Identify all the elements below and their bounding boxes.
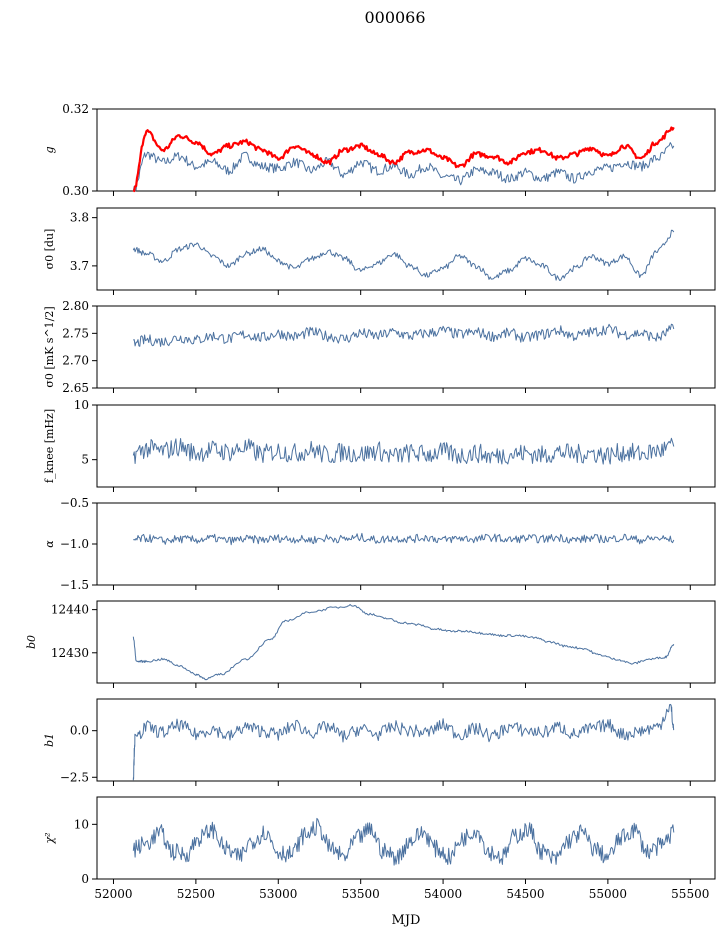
axes-frame-8 xyxy=(96,796,716,880)
axes-frame-4 xyxy=(96,404,716,488)
x-tick-label: 53500 xyxy=(342,887,380,901)
y-tick-label: 2.65 xyxy=(62,381,89,395)
series-line-4-1 xyxy=(132,437,675,465)
y-axis-label: χ² xyxy=(43,832,56,844)
y-tick-label: 12440 xyxy=(51,603,89,617)
y-tick-label: 10 xyxy=(74,817,89,831)
y-axis-label: f_knee [mHz] xyxy=(43,409,56,483)
series-line-7-1 xyxy=(132,703,675,781)
x-axis-label: MJD xyxy=(392,913,421,928)
axes-frame-3 xyxy=(96,305,716,389)
y-axis-label: b1 xyxy=(43,733,56,747)
axes-frame-5 xyxy=(96,502,716,586)
axes-frame-2 xyxy=(96,207,716,291)
y-tick-label: 2.80 xyxy=(62,299,89,313)
y-tick-label: 3.7 xyxy=(70,259,89,273)
series-line-1-2 xyxy=(132,126,675,193)
x-tick-label: 55000 xyxy=(589,887,627,901)
y-axis-label: σ0 [du] xyxy=(43,229,56,270)
y-axis-label: σ0 [mK s^1/2] xyxy=(43,306,56,387)
series-line-5-1 xyxy=(133,532,675,546)
y-axis-label: b0 xyxy=(25,635,38,649)
series-line-1-1 xyxy=(132,142,675,192)
series-line-3-1 xyxy=(133,323,675,347)
figure-title: 000066 xyxy=(364,8,426,27)
axes-frame-6 xyxy=(96,600,716,684)
y-axis-label: g xyxy=(43,146,56,153)
x-tick-label: 54500 xyxy=(506,887,544,901)
series-line-2-1 xyxy=(132,229,675,281)
x-tick-label: 52000 xyxy=(94,887,132,901)
series-line-6-1 xyxy=(132,604,675,681)
axes-frame-1 xyxy=(96,108,716,192)
x-tick-label: 54000 xyxy=(424,887,462,901)
y-tick-label: 12430 xyxy=(51,646,89,660)
y-tick-label: 0.0 xyxy=(70,724,89,738)
y-tick-label: 2.75 xyxy=(62,326,89,340)
series-line-8-1 xyxy=(132,817,675,866)
y-tick-label: 10 xyxy=(74,398,89,412)
y-tick-label: −2.5 xyxy=(60,770,89,784)
y-tick-label: −1.0 xyxy=(60,537,89,551)
x-tick-label: 55500 xyxy=(671,887,709,901)
y-tick-label: 2.70 xyxy=(62,354,89,368)
axes-frame-7 xyxy=(96,698,716,782)
y-tick-label: −1.5 xyxy=(60,578,89,592)
x-tick-label: 52500 xyxy=(177,887,215,901)
y-tick-label: −0.5 xyxy=(60,496,89,510)
y-tick-label: 5 xyxy=(81,453,89,467)
y-tick-label: 0.30 xyxy=(62,184,89,198)
x-tick-label: 53000 xyxy=(259,887,297,901)
y-tick-label: 0.32 xyxy=(62,102,89,116)
y-tick-label: 0 xyxy=(81,872,89,886)
y-axis-label: α xyxy=(43,540,56,548)
y-tick-label: 3.8 xyxy=(70,211,89,225)
